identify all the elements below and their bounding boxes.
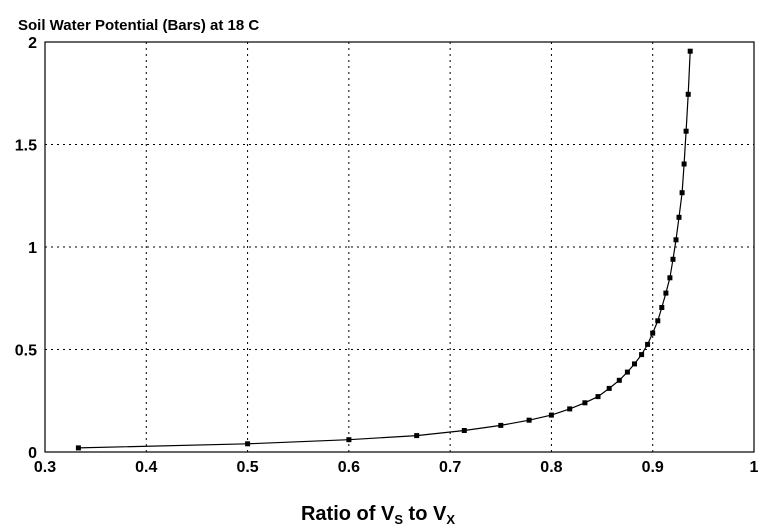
data-point (548, 412, 554, 418)
x-axis-label-middle: to V (403, 503, 447, 525)
data-point (632, 361, 637, 367)
x-tick-label: 0.3 (34, 459, 56, 476)
x-tick-label: 1 (750, 459, 759, 476)
y-tick-label: 1 (28, 240, 37, 257)
data-point (414, 433, 420, 439)
data-point (673, 237, 679, 243)
data-point (346, 437, 352, 443)
data-point (498, 422, 504, 428)
data-point (667, 275, 673, 281)
data-point (645, 341, 651, 347)
data-point (567, 406, 573, 412)
series-line (78, 51, 691, 449)
data-point (679, 190, 685, 196)
x-tick-label: 0.9 (642, 459, 664, 476)
data-point (683, 128, 689, 134)
data-point (595, 394, 601, 400)
plot-frame (44, 41, 755, 453)
data-point (685, 91, 691, 97)
y-tick-label: 0 (28, 445, 37, 462)
x-tick-label: 0.5 (236, 459, 258, 476)
grid-lines (45, 42, 754, 452)
x-axis-label-subscript-x: X (446, 512, 455, 527)
data-point (606, 385, 612, 391)
x-axis-label-prefix: Ratio of V (301, 503, 395, 525)
data-point (687, 48, 693, 54)
x-tick-label: 0.7 (439, 459, 461, 476)
x-tick-label: 0.8 (540, 459, 562, 476)
data-point (582, 400, 588, 406)
x-axis-label: Ratio of VS to VX (301, 503, 455, 527)
data-point (663, 290, 669, 296)
data-point (655, 318, 661, 324)
chart-title: Soil Water Potential (Bars) at 18 C (18, 17, 259, 34)
data-point (670, 256, 676, 262)
data-point (616, 377, 622, 383)
data-point (639, 352, 645, 358)
data-point (526, 417, 532, 423)
data-point (676, 214, 682, 220)
x-tick-label: 0.4 (135, 459, 157, 476)
data-point (75, 445, 81, 451)
series-group (75, 48, 693, 451)
data-point (650, 330, 656, 336)
data-point (461, 428, 467, 433)
data-point (681, 161, 687, 167)
x-tick-label: 0.6 (338, 459, 360, 476)
y-tick-label: 0.5 (15, 343, 37, 360)
x-axis-label-subscript-s: S (394, 512, 403, 527)
y-tick-label: 2 (28, 35, 37, 52)
tick-labels: 0.3 0.4 0.5 0.6 0.7 0.8 0.9 1 0 0.5 1 1.5 2 (15, 35, 759, 476)
data-point (624, 369, 630, 375)
data-point (245, 441, 251, 447)
data-point (659, 305, 665, 310)
y-tick-label: 1.5 (15, 138, 37, 155)
